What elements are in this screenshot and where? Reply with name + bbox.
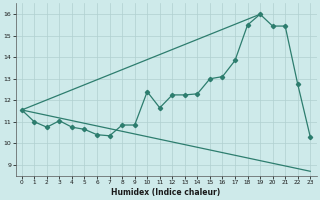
X-axis label: Humidex (Indice chaleur): Humidex (Indice chaleur)	[111, 188, 221, 197]
